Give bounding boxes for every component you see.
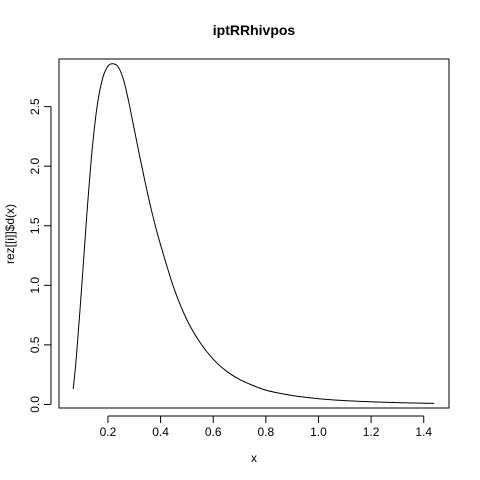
x-tick-label: 1.4	[415, 425, 432, 439]
x-tick-label: 0.2	[100, 425, 117, 439]
y-tick-label: 2.5	[28, 98, 42, 115]
y-axis-label: rez[[i]]$d(x)	[3, 204, 17, 264]
x-tick-label: 1.2	[363, 425, 380, 439]
y-tick-label: 2.0	[28, 158, 42, 175]
y-tick-label: 1.0	[28, 277, 42, 294]
plot-frame	[58, 58, 450, 409]
y-tick-label: 1.5	[28, 217, 42, 234]
y-tick-label: 0.0	[28, 396, 42, 413]
x-tick-label: 0.4	[152, 425, 169, 439]
x-tick-label: 0.6	[205, 425, 222, 439]
x-tick-label: 1.0	[310, 425, 327, 439]
density-curve	[72, 63, 435, 404]
x-axis-label: x	[251, 451, 257, 465]
y-tick-label: 0.5	[28, 336, 42, 353]
x-axis: 0.2 0.4 0.6 0.8 1.0 1.2 1.4	[100, 415, 432, 439]
y-axis: 0.0 0.5 1.0 1.5 2.0 2.5	[28, 98, 52, 413]
chart-title: iptRRhivpos	[213, 22, 296, 38]
x-tick-label: 0.8	[257, 425, 274, 439]
